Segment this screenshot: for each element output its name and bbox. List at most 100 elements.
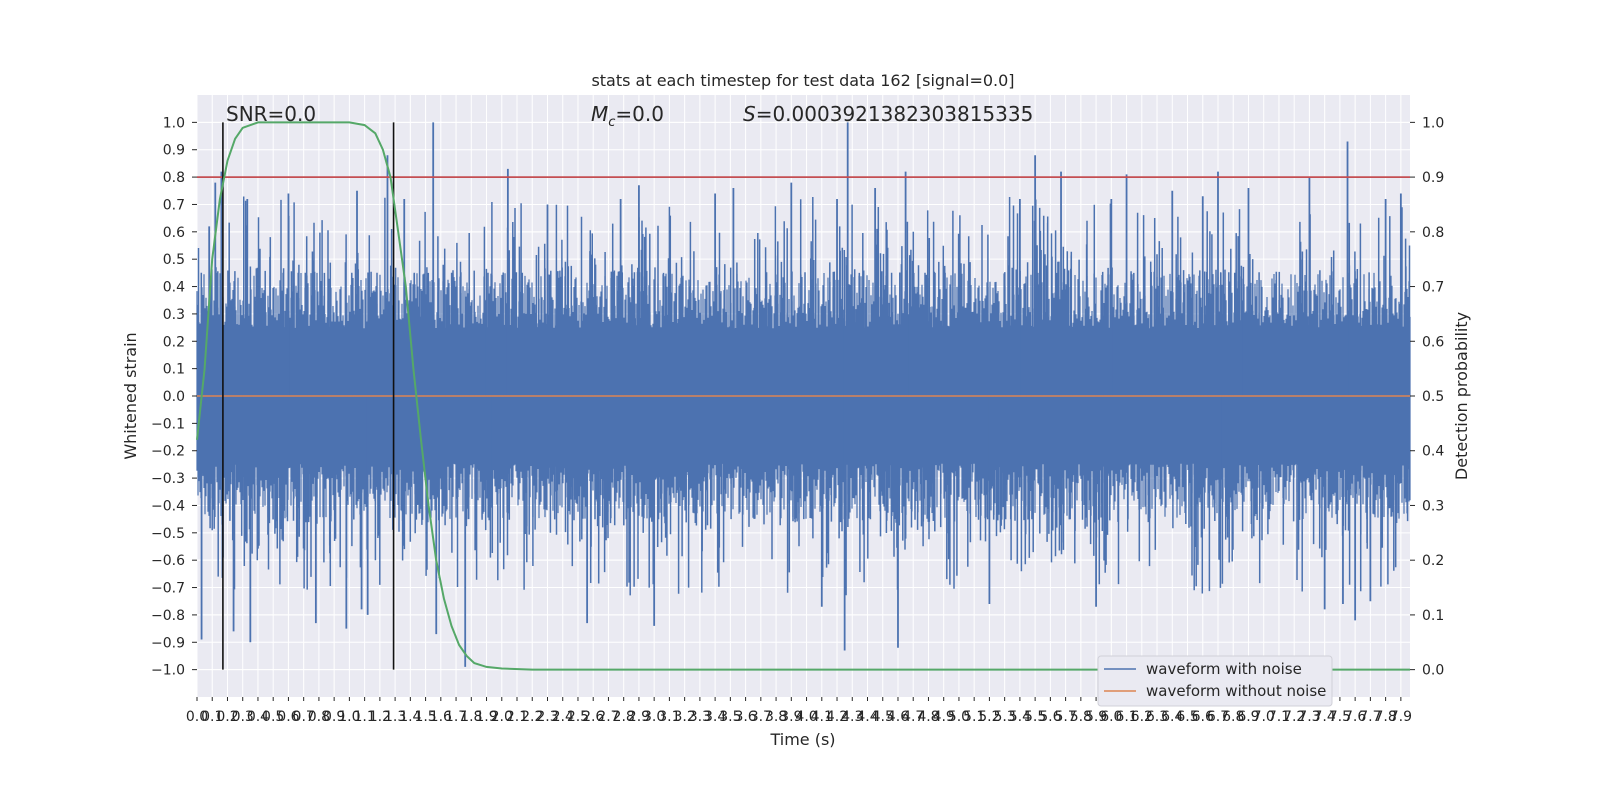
left-y-tick-label: −0.4 (151, 498, 185, 514)
x-tick-label: 5.6 (1039, 709, 1061, 725)
x-tick-label: 0.9 (323, 709, 345, 725)
right-y-tick-label: 0.3 (1422, 498, 1444, 514)
right-y-tick-label: 0.7 (1422, 280, 1444, 296)
x-tick-label: 1.9 (475, 709, 497, 725)
legend-clean-label: waveform without noise (1146, 682, 1326, 700)
x-tick-label: 2.7 (597, 709, 619, 725)
x-tick-label: 0.6 (277, 709, 299, 725)
left-y-tick-label: −0.3 (151, 471, 185, 487)
x-tick-label: 0.5 (262, 709, 284, 725)
x-tick-label: 5.4 (1009, 709, 1031, 725)
chart-title: stats at each timestep for test data 162… (591, 71, 1014, 90)
left-y-tick-label: −0.2 (151, 444, 185, 460)
snr-annotation: SNR=0.0 (226, 102, 316, 126)
strain-spikes (197, 196, 1411, 596)
x-tick-label: 6.2 (1131, 709, 1153, 725)
left-y-tick-label: −0.5 (151, 526, 185, 542)
x-tick-label: 6.8 (1222, 709, 1244, 725)
x-tick-label: 4.4 (856, 709, 878, 725)
x-tick-label: 3.2 (674, 709, 696, 725)
x-tick-label: 7.0 (1253, 709, 1275, 725)
x-tick-label: 2.5 (567, 709, 589, 725)
x-tick-label: 1.8 (460, 709, 482, 725)
x-tick-label: 1.1 (353, 709, 375, 725)
left-y-tick-label: 0.2 (163, 334, 185, 350)
left-y-tick-label: −0.6 (151, 553, 185, 569)
x-tick-label: 5.7 (1054, 709, 1076, 725)
x-tick-label: 1.4 (399, 709, 421, 725)
x-tick-label: 7.4 (1314, 709, 1336, 725)
left-y-tick-label: 0.6 (163, 225, 185, 241)
x-tick-label: 1.7 (445, 709, 467, 725)
x-tick-label: 7.1 (1268, 709, 1290, 725)
left-y-tick-label: 0.7 (163, 197, 185, 213)
left-y-tick-label: 1.0 (163, 115, 185, 131)
x-tick-label: 2.6 (582, 709, 604, 725)
x-tick-label: 3.7 (750, 709, 772, 725)
x-axis-label: Time (s) (769, 730, 835, 749)
right-y-ticks: 0.0 0.1 0.2 0.3 0.4 0.5 0.6 0.7 0.8 0.9 1.0 (1410, 115, 1444, 679)
x-tick-label: 5.0 (948, 709, 970, 725)
x-tick-label: 6.7 (1207, 709, 1229, 725)
x-tick-label: 0.2 (216, 709, 238, 725)
x-tick-label: 1.3 (384, 709, 406, 725)
detection-probability-line (196, 121, 1410, 671)
x-tick-label: 3.4 (704, 709, 726, 725)
right-y-tick-label: 0.1 (1422, 608, 1444, 624)
vertical-markers (222, 122, 395, 670)
right-y-tick-label: 0.9 (1422, 170, 1444, 186)
x-tick-label: 6.6 (1192, 709, 1214, 725)
left-y-tick-label: −0.1 (151, 416, 185, 432)
right-y-tick-label: 0.0 (1422, 663, 1444, 679)
s-annotation: S=0.0003921382303815335 (743, 102, 1033, 126)
left-y-tick-label: 0.3 (163, 307, 185, 323)
x-tick-label: 1.6 (430, 709, 452, 725)
x-tick-label: 6.4 (1161, 709, 1183, 725)
x-tick-label: 5.8 (1070, 709, 1092, 725)
legend: waveform with noise waveform without noi… (1097, 655, 1333, 707)
x-tick-label: 4.6 (887, 709, 909, 725)
x-tick-label: 3.6 (734, 709, 756, 725)
x-tick-label: 3.9 (780, 709, 802, 725)
left-y-axis-label: Whitened strain (121, 332, 140, 459)
x-tick-label: 1.2 (369, 709, 391, 725)
x-tick-label: 5.3 (994, 709, 1016, 725)
right-y-tick-label: 0.8 (1422, 225, 1444, 241)
x-tick-label: 4.5 (872, 709, 894, 725)
right-y-tick-label: 0.2 (1422, 553, 1444, 569)
x-tick-label: 5.5 (1024, 709, 1046, 725)
right-y-tick-label: 0.4 (1422, 444, 1444, 460)
x-tick-label: 0.3 (232, 709, 254, 725)
left-y-tick-label: −1.0 (151, 663, 185, 679)
x-tick-label: 1.0 (338, 709, 360, 725)
x-tick-label: 2.3 (536, 709, 558, 725)
x-tick-label: 2.2 (521, 709, 543, 725)
x-tick-label: 7.3 (1298, 709, 1320, 725)
legend-box (1097, 655, 1333, 707)
x-tick-label: 6.9 (1237, 709, 1259, 725)
left-y-tick-label: 0.9 (163, 143, 185, 159)
x-tick-label: 7.2 (1283, 709, 1305, 725)
x-tick-label: 6.0 (1100, 709, 1122, 725)
left-y-tick-label: 0.0 (163, 389, 185, 405)
x-tick-label: 7.7 (1359, 709, 1381, 725)
x-tick-label: 6.1 (1115, 709, 1137, 725)
left-y-tick-label: −0.7 (151, 581, 185, 597)
left-y-tick-label: −0.8 (151, 608, 185, 624)
x-tick-label: 4.2 (826, 709, 848, 725)
x-tick-label: 4.3 (841, 709, 863, 725)
x-tick-label: 7.6 (1344, 709, 1366, 725)
right-y-tick-label: 0.6 (1422, 334, 1444, 350)
strain-series (196, 122, 1411, 667)
x-tick-label: 7.9 (1390, 709, 1412, 725)
x-tick-label: 4.8 (917, 709, 939, 725)
legend-noise-label: waveform with noise (1146, 660, 1302, 678)
x-tick-label: 4.1 (811, 709, 833, 725)
x-tick-label: 3.8 (765, 709, 787, 725)
left-y-tick-label: 0.1 (163, 362, 185, 378)
x-tick-label: 4.7 (902, 709, 924, 725)
left-y-ticks: −1.0 −0.9 −0.8 −0.7 −0.6 −0.5 −0.4 −0.3 −0.2 −0.1… (151, 115, 197, 679)
x-tick-label: 4.9 (933, 709, 955, 725)
x-tick-label: 5.9 (1085, 709, 1107, 725)
